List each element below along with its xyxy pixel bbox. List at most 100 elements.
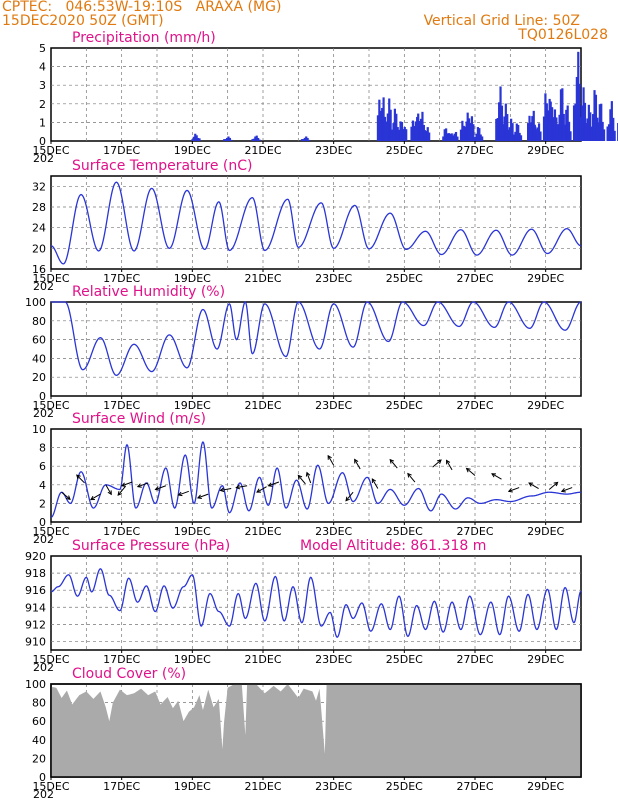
precip-bar bbox=[563, 125, 566, 141]
wind-arrow-head bbox=[297, 474, 303, 480]
wind-arrow-head bbox=[437, 459, 442, 464]
panel-title: Cloud Cover (%) bbox=[72, 666, 186, 682]
wind-arrow-head bbox=[90, 495, 95, 501]
precip-bar bbox=[592, 114, 595, 141]
wind-arrow-head bbox=[305, 471, 311, 477]
precip-bar bbox=[428, 132, 431, 141]
precip-bar bbox=[581, 105, 584, 141]
precip-bar bbox=[191, 139, 194, 141]
wind-arrow-head bbox=[196, 494, 202, 499]
precip-bar bbox=[577, 51, 580, 141]
precip-bar bbox=[456, 136, 459, 141]
precip-bar bbox=[542, 116, 546, 141]
precip-bar bbox=[462, 125, 465, 141]
x-year-label: 202 bbox=[33, 280, 54, 293]
precip-bar bbox=[496, 118, 499, 141]
x-tick-label: 23DEC bbox=[315, 780, 352, 793]
wind-arrow bbox=[389, 459, 398, 469]
precip-bar bbox=[500, 124, 503, 141]
precip-bar bbox=[589, 112, 592, 141]
precip-bar bbox=[500, 105, 504, 141]
panel-annotation: Model Altitude: 861.318 m bbox=[300, 538, 486, 554]
x-tick-label: 21DEC bbox=[244, 780, 281, 793]
precip-bar bbox=[544, 93, 547, 141]
x-year-label: 202 bbox=[33, 661, 54, 674]
precip-bar bbox=[595, 129, 599, 141]
panel-title: Surface Pressure (hPa) bbox=[72, 538, 230, 554]
precip-bar bbox=[609, 109, 612, 141]
wind-arrow bbox=[371, 478, 379, 489]
header-model-code: TQ0126L028 bbox=[518, 27, 608, 43]
x-tick-label: 23DEC bbox=[315, 525, 352, 538]
wind-arrow bbox=[466, 468, 476, 476]
y-tick-label: 914 bbox=[25, 601, 46, 614]
y-tick-label: 916 bbox=[25, 584, 46, 597]
precip-bar bbox=[252, 138, 256, 141]
panel-frame bbox=[50, 428, 582, 523]
y-tick-label: 16 bbox=[32, 263, 46, 276]
y-tick-label: 3 bbox=[39, 79, 46, 92]
precip-bar bbox=[461, 120, 464, 141]
precip-bar bbox=[422, 126, 425, 141]
precip-bar bbox=[578, 83, 581, 141]
x-tick-label: 19DEC bbox=[174, 525, 211, 538]
precip-bar bbox=[584, 123, 588, 141]
precip-bar bbox=[378, 99, 381, 141]
precip-bar bbox=[481, 136, 484, 141]
precip-bar bbox=[257, 137, 260, 141]
precip-bar bbox=[567, 121, 571, 141]
precip-bar bbox=[555, 117, 558, 141]
precip-bar bbox=[395, 113, 398, 141]
precip-bar bbox=[224, 139, 227, 141]
precip-bar bbox=[300, 139, 304, 141]
wind-arrow-head bbox=[491, 473, 496, 478]
x-tick-label: 29DEC bbox=[527, 144, 564, 157]
y-tick-label: 20 bbox=[32, 371, 46, 384]
precip-bar bbox=[376, 115, 380, 141]
precip-bar bbox=[466, 112, 469, 141]
precip-bar bbox=[443, 129, 446, 141]
precip-bar bbox=[535, 129, 538, 141]
wind-arrow bbox=[268, 481, 280, 487]
wind-arrow-head bbox=[327, 454, 332, 460]
y-tick-label: 28 bbox=[32, 201, 46, 214]
precip-bar bbox=[539, 131, 542, 141]
precip-bar bbox=[405, 129, 408, 141]
precip-bar bbox=[194, 133, 197, 141]
wind-arrow-head bbox=[371, 478, 377, 484]
precip-bar bbox=[413, 125, 416, 141]
wind-arrow-head bbox=[120, 482, 126, 487]
x-tick-label: 15DEC bbox=[32, 272, 69, 285]
precip-bar bbox=[506, 114, 509, 141]
y-tick-label: 20 bbox=[32, 242, 46, 255]
precip-bar bbox=[475, 133, 478, 141]
wind-arrow bbox=[548, 481, 558, 490]
precip-bar bbox=[306, 137, 309, 141]
y-tick-label: 0 bbox=[39, 135, 46, 148]
y-tick-label: 32 bbox=[32, 180, 46, 193]
precip-bar bbox=[478, 128, 481, 141]
wind-arrow-head bbox=[465, 467, 471, 473]
panel-title: Relative Humidity (%) bbox=[72, 284, 225, 300]
x-tick-label: 15DEC bbox=[32, 653, 69, 666]
precip-bar bbox=[223, 139, 226, 141]
wind-arrow-head bbox=[345, 496, 350, 502]
x-tick-label: 25DEC bbox=[386, 399, 423, 412]
precip-bar bbox=[590, 126, 593, 141]
y-tick-label: 80 bbox=[32, 315, 46, 328]
precip-bar bbox=[459, 129, 463, 141]
header-run-date: 15DEC2020 50Z (GMT) bbox=[2, 13, 164, 29]
y-tick-label: 2 bbox=[39, 98, 46, 111]
precip-bar bbox=[469, 122, 472, 141]
x-tick-label: 21DEC bbox=[244, 653, 281, 666]
precip-bar bbox=[402, 129, 405, 141]
x-year-label: 202 bbox=[33, 152, 54, 165]
wind-arrow-head bbox=[553, 481, 559, 487]
precip-bar bbox=[445, 128, 448, 141]
precip-bar bbox=[537, 123, 541, 141]
wind-arrow-head bbox=[507, 488, 513, 493]
x-tick-label: 15DEC bbox=[32, 399, 69, 412]
precip-bar bbox=[450, 133, 453, 141]
precip-bar bbox=[303, 137, 306, 141]
